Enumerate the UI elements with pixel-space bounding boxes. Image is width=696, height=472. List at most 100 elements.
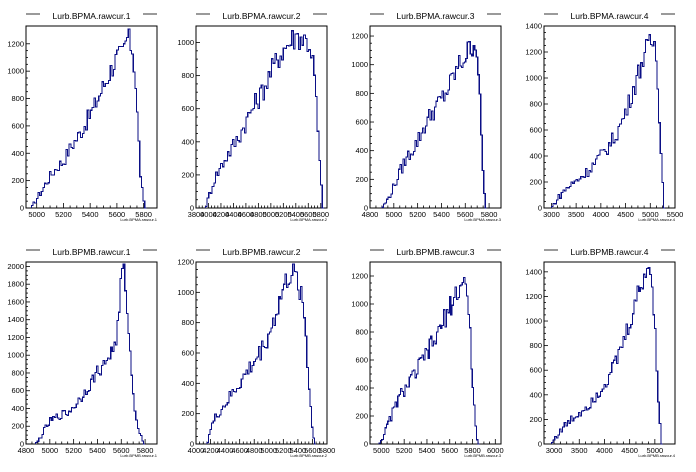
x-tick-label: 5000 (263, 210, 280, 219)
panel-title: Lurb.BPMA.rawcur.3 (397, 11, 475, 21)
x-tick-label: 3000 (546, 446, 563, 455)
y-tick-label: 200 (529, 178, 542, 187)
x-tick-label: 5400 (82, 210, 99, 219)
histogram-panel-8: Lurb.BPMB.rawcur.4 0 200 400 600 800 1000 1200 1… (525, 247, 675, 458)
x-tick-label: 5200 (275, 210, 292, 219)
x-tick-label: 5200 (55, 210, 72, 219)
x-tick-label: 4600 (231, 446, 248, 455)
y-tick-label: 1000 (351, 300, 368, 309)
y-tick-label: 400 (529, 152, 542, 161)
y-tick-label: 1200 (525, 48, 542, 57)
y-tick-label: 800 (355, 328, 368, 337)
y-tick-label: 600 (11, 121, 24, 130)
x-tick-label: 5000 (260, 446, 277, 455)
y-tick-label: 200 (11, 422, 24, 431)
x-axis-label: Lurb.BPMA.rawcur.2 (290, 217, 327, 222)
x-axis-label: Lurb.BPMB.rawcur.3 (464, 453, 501, 458)
x-tick-label: 4000 (596, 446, 613, 455)
x-tick-label: 4500 (621, 446, 638, 455)
x-tick-label: 4400 (225, 210, 242, 219)
histogram-line (30, 28, 147, 209)
y-tick-label: 1000 (525, 74, 542, 83)
y-tick-label: 1600 (7, 297, 24, 306)
y-tick-label: 800 (529, 100, 542, 109)
histogram-panel-6: Lurb.BPMB.rawcur.2 0 200 400 600 800 1000 1200 4… (177, 247, 335, 458)
x-axis-label: Lurb.BPMA.rawcur.3 (464, 217, 501, 222)
plot-frame (25, 261, 158, 445)
x-tick-label: 5000 (41, 446, 58, 455)
x-tick-label: 5000 (642, 210, 659, 219)
y-tick-label: 400 (529, 390, 542, 399)
histogram-line (551, 266, 663, 445)
y-tick-label: 600 (181, 104, 194, 113)
y-tick-label: 1200 (351, 272, 368, 281)
y-tick-label: 400 (11, 149, 24, 158)
histogram-line (204, 30, 324, 209)
x-tick-label: 5600 (113, 446, 130, 455)
x-tick-label: 5800 (464, 446, 481, 455)
y-tick-label: 0 (20, 204, 24, 213)
y-tick-label: 800 (11, 368, 24, 377)
y-tick-label: 0 (190, 204, 194, 213)
y-tick-label: 0 (538, 440, 542, 449)
histogram-line (550, 34, 666, 209)
histogram-panel-1: Lurb.BPMA.rawcur.1 0 200 400 600 800 1000 1200 5… (7, 11, 157, 222)
y-tick-label: 200 (355, 175, 368, 184)
y-tick-label: 600 (181, 349, 194, 358)
x-tick-label: 4200 (213, 210, 230, 219)
y-tick-label: 1800 (7, 280, 24, 289)
x-tick-label: 5400 (89, 446, 106, 455)
y-tick-label: 0 (20, 440, 24, 449)
y-tick-label: 1400 (525, 22, 542, 31)
x-axis-label: Lurb.BPMA.rawcur.4 (638, 217, 675, 222)
y-tick-label: 800 (355, 89, 368, 98)
x-tick-label: 5200 (275, 446, 292, 455)
y-tick-label: 1000 (7, 67, 24, 76)
y-tick-label: 1200 (351, 32, 368, 41)
y-tick-label: 0 (364, 440, 368, 449)
y-tick-label: 200 (355, 412, 368, 421)
y-tick-label: 1400 (7, 315, 24, 324)
x-tick-label: 5600 (300, 210, 317, 219)
y-tick-label: 1400 (525, 267, 542, 276)
histogram-panel-3: Lurb.BPMA.rawcur.3 0 200 400 600 800 1000 1200 4… (351, 11, 501, 222)
x-tick-label: 5600 (109, 210, 126, 219)
panel-title: Lurb.BPMA.rawcur.2 (223, 11, 301, 21)
x-tick-label: 4600 (238, 210, 255, 219)
y-tick-label: 400 (181, 379, 194, 388)
y-tick-label: 800 (181, 318, 194, 327)
panel-title: Lurb.BPMB.rawcur.4 (571, 247, 649, 257)
x-tick-label: 4800 (362, 210, 379, 219)
y-tick-label: 1000 (525, 317, 542, 326)
y-tick-label: 600 (529, 366, 542, 375)
panel-title: Lurb.BPMA.rawcur.1 (53, 11, 131, 21)
plot-frame (543, 261, 676, 445)
histogram-panel-2: Lurb.BPMA.rawcur.20200400600800100038004… (177, 11, 329, 222)
x-tick-label: 5400 (290, 446, 307, 455)
y-tick-label: 2000 (7, 262, 24, 271)
x-axis-label: Lurb.BPMB.rawcur.1 (120, 453, 157, 458)
histogram-panel-5: Lurb.BPMB.rawcur.1 0 200 400 600 800 1000 1200 1… (7, 247, 157, 458)
y-tick-label: 1000 (351, 60, 368, 69)
x-axis-label: Lurb.BPMA.rawcur.1 (120, 217, 157, 222)
y-tick-label: 400 (355, 384, 368, 393)
x-tick-label: 5800 (481, 210, 498, 219)
y-tick-label: 200 (181, 170, 194, 179)
x-tick-label: 4200 (202, 446, 219, 455)
y-tick-label: 0 (364, 204, 368, 213)
x-tick-label: 5800 (312, 210, 329, 219)
x-tick-label: 4400 (217, 446, 234, 455)
plot-frame (369, 25, 502, 209)
y-tick-label: 200 (11, 176, 24, 185)
x-tick-label: 5800 (319, 446, 336, 455)
y-tick-label: 1200 (525, 292, 542, 301)
x-tick-label: 4000 (188, 446, 205, 455)
y-tick-label: 800 (181, 71, 194, 80)
x-tick-label: 5200 (396, 446, 413, 455)
y-tick-label: 1200 (177, 258, 194, 267)
x-tick-label: 5000 (373, 446, 390, 455)
y-tick-label: 0 (538, 204, 542, 213)
histogram-line (34, 263, 146, 445)
x-tick-label: 3000 (543, 210, 560, 219)
